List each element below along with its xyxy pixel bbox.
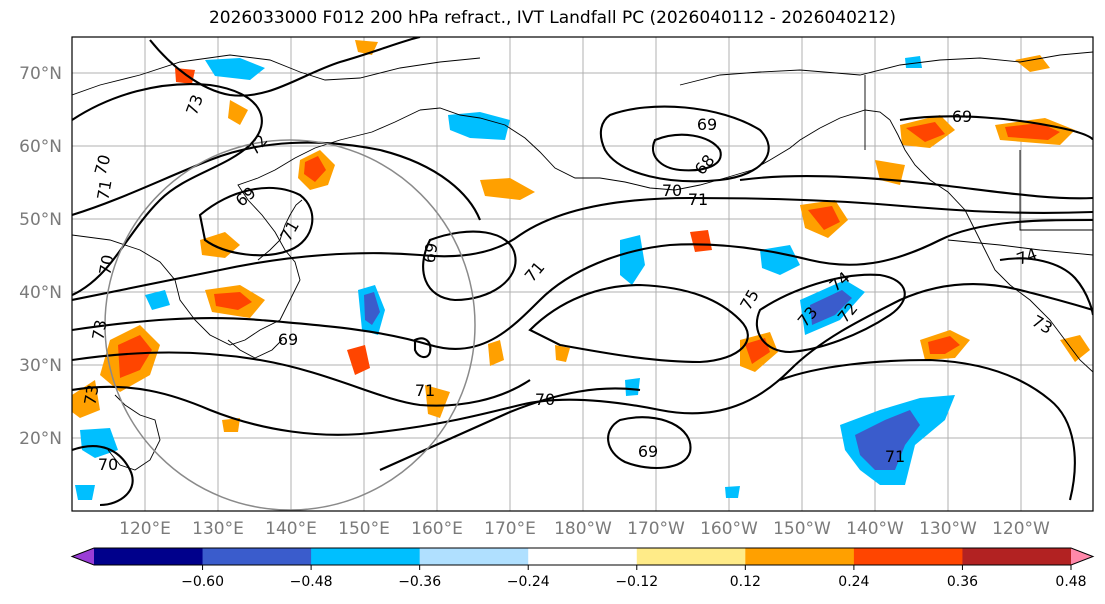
contour-label: 70 [535,390,555,409]
contour-label: 69 [638,442,658,461]
contour-label: 69 [697,115,717,134]
colorbar-extend-min [72,548,94,565]
colorbar-swatch [528,548,638,565]
longitude-labels: 120°E 130°E 140°E 150°E 160°E 170°E 180°… [119,519,1050,539]
colorbar-tick-label: −0.36 [398,574,441,590]
contour-label: 70 [662,181,682,200]
lon-label: 150°W [773,519,831,539]
latitude-labels: 70°N 60°N 50°N 40°N 30°N 20°N [19,64,62,449]
contour-label: 70 [98,455,118,474]
contour-label: 71 [93,178,115,201]
lat-label: 60°N [19,137,62,157]
coastlines [72,51,1093,471]
contour-label: 73 [88,318,110,341]
contour-label: 69 [419,241,441,264]
colorbar-tick-label: −0.48 [290,574,333,590]
lon-label: 170°W [627,519,685,539]
colorbar-tick-label: 0.12 [730,574,761,590]
reference-circle [104,139,476,511]
lat-label: 70°N [19,64,62,84]
contour-label: 69 [278,330,298,349]
contour-label: 70 [91,153,115,178]
colorbar-outline [70,547,1095,566]
map-border [71,36,1094,512]
contour-label: 73 [80,383,102,406]
lon-label: 180°W [554,519,612,539]
colorbar: −0.60 −0.48 −0.36 −0.24 −0.12 0.12 0.24 0.36 0.4… [70,547,1095,590]
lat-label: 50°N [19,210,62,230]
colorbar-swatch [311,548,421,565]
colorbar-swatch [962,548,1072,565]
colorbar-extend-max [1071,548,1093,565]
colorbar-tick-label: 0.24 [838,574,869,590]
lat-label: 30°N [19,356,62,376]
lon-label: 150°E [338,519,390,539]
lon-label: 140°W [846,519,904,539]
contour-label: 71 [885,447,905,466]
colorbar-swatch [94,548,204,565]
colorbar-swatch [636,548,746,565]
colorbar-tick-label: −0.24 [507,574,550,590]
contour-label: 71 [688,190,708,209]
colorbar-swatch [745,548,855,565]
contour-label: 69 [952,107,972,126]
colorbar-tick-label: −0.60 [181,574,224,590]
colorbar-swatch [853,548,963,565]
contour-label: 71 [415,381,435,400]
colorbar-swatch [419,548,529,565]
colorbar-tick-label: 0.48 [1055,574,1086,590]
contour-label: 70 [95,253,117,276]
colorbar-tick-label: 0.36 [947,574,978,590]
colorbar-swatch [202,548,312,565]
colorbar-tick-label: −0.12 [615,574,658,590]
lat-label: 40°N [19,283,62,303]
lon-label: 160°E [411,519,463,539]
lon-label: 120°W [992,519,1050,539]
map-title: 2026033000 F012 200 hPa refract., IVT La… [208,8,896,28]
lon-label: 130°E [192,519,244,539]
lon-label: 130°W [919,519,977,539]
lon-label: 160°W [700,519,758,539]
lon-label: 120°E [119,519,171,539]
refractivity-contours [72,37,1093,507]
shaded-field [72,40,1090,500]
lat-label: 20°N [19,429,62,449]
lon-label: 170°E [484,519,536,539]
lon-label: 140°E [265,519,317,539]
